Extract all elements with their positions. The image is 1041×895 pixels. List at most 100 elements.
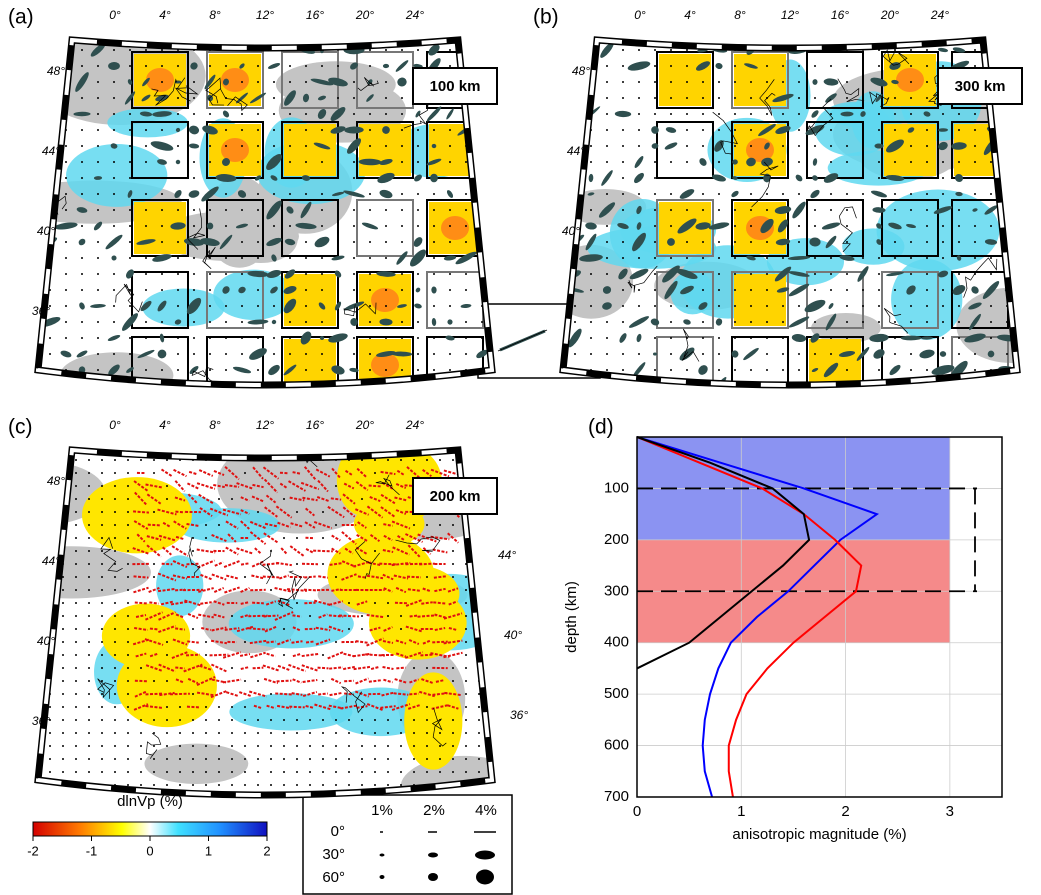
anisotropy-dot	[97, 369, 99, 371]
anisotropy-dot	[1006, 113, 1008, 115]
anisotropy-dot	[878, 129, 880, 131]
anisotropy-dot	[225, 129, 227, 131]
anisotropy-dot	[449, 369, 451, 371]
anisotropy-dot	[830, 289, 832, 291]
anisotropy-dot	[179, 758, 181, 760]
anisotropy-dot	[385, 289, 387, 291]
anisotropy-dot	[400, 615, 402, 617]
anisotropy-dot	[622, 305, 624, 307]
anisotropy-dot	[590, 273, 592, 275]
anisotropy-dot	[400, 732, 402, 734]
anisotropy-dot	[335, 719, 337, 721]
y-tick-label: 400	[604, 634, 629, 651]
x-tick-label: 2	[841, 803, 849, 820]
anisotropy-dot	[309, 784, 311, 786]
anisotropy-dot	[177, 369, 179, 371]
anisotropy-dot	[97, 97, 99, 99]
anisotropy-dot	[990, 257, 992, 259]
anisotropy-dot	[670, 225, 672, 227]
anisotropy-dot	[205, 537, 207, 539]
anisotropy-dot	[193, 161, 195, 163]
anisotropy-dot	[305, 289, 307, 291]
anisotropy-dot	[361, 628, 363, 630]
anisotropy-dot	[209, 161, 211, 163]
anisotropy-dot	[49, 537, 51, 539]
anisotropy-dot	[465, 771, 467, 773]
anisotropy-dot	[193, 289, 195, 291]
anisotropy-dot	[321, 369, 323, 371]
anisotropy-dot	[910, 321, 912, 323]
anisotropy-dot	[734, 113, 736, 115]
lat-label: 44°	[42, 144, 60, 158]
anisotropy-dot	[49, 771, 51, 773]
anisotropy-dot	[374, 472, 376, 474]
anisotropy-dot	[88, 459, 90, 461]
anisotropy-dot	[590, 353, 592, 355]
anisotropy-dot	[309, 615, 311, 617]
anisotropy-dot	[670, 385, 672, 387]
anisotropy-dot	[129, 225, 131, 227]
anisotropy-dot	[718, 129, 720, 131]
anisotropy-dot	[273, 193, 275, 195]
anisotropy-dot	[574, 49, 576, 51]
anisotropy-dot	[590, 209, 592, 211]
anisotropy-dot	[145, 193, 147, 195]
anisotropy-dot	[374, 758, 376, 760]
anisotropy-dot	[75, 615, 77, 617]
anisotropy-dot	[686, 369, 688, 371]
anisotropy-dot	[465, 589, 467, 591]
anisotropy-dot	[654, 65, 656, 67]
anisotropy-dot	[638, 81, 640, 83]
anisotropy-dot	[241, 337, 243, 339]
anisotropy-dot	[241, 321, 243, 323]
anisotropy-dot	[49, 193, 51, 195]
anisotropy-dot	[374, 745, 376, 747]
anisotropy-dot	[127, 563, 129, 565]
anisotropy-dot	[177, 305, 179, 307]
anisotropy-dot	[62, 602, 64, 604]
anisotropy-dot	[101, 576, 103, 578]
anisotropy-dot	[606, 369, 608, 371]
anisotropy-ellipse	[568, 92, 582, 105]
anisotropy-dot	[926, 289, 928, 291]
lat-label: 44°	[567, 144, 585, 158]
anisotropy-dot	[974, 49, 976, 51]
anisotropy-dot	[702, 353, 704, 355]
anisotropy-dot	[481, 321, 483, 323]
anisotropy-ellipse	[462, 383, 470, 390]
anisotropy-dot	[101, 628, 103, 630]
anisotropy-dot	[114, 602, 116, 604]
anisotropy-dot	[766, 193, 768, 195]
anisotropy-dot	[426, 758, 428, 760]
anisotropy-dot	[161, 65, 163, 67]
anisotropy-dot	[192, 758, 194, 760]
anisotropy-dot	[417, 273, 419, 275]
anisotropy-dot	[205, 719, 207, 721]
anisotropy-dot	[654, 305, 656, 307]
anisotropy-dot	[766, 305, 768, 307]
anisotropy-dot	[353, 353, 355, 355]
anisotropy-dot	[413, 771, 415, 773]
anisotropy-dot	[209, 337, 211, 339]
anisotropy-dot	[296, 784, 298, 786]
anisotropy-dot	[830, 65, 832, 67]
anisotropy-dot	[114, 498, 116, 500]
anisotropy-dot	[49, 615, 51, 617]
anisotropy-dot	[990, 177, 992, 179]
anisotropy-dot	[782, 113, 784, 115]
anisotropy-dot	[241, 273, 243, 275]
anisotropy-dot	[369, 129, 371, 131]
anisotropy-stick	[187, 707, 199, 708]
legend-symbol	[428, 873, 438, 881]
anisotropy-dot	[177, 97, 179, 99]
anisotropy-dot	[846, 337, 848, 339]
anisotropy-ellipse	[46, 46, 54, 53]
anisotropy-dot	[127, 537, 129, 539]
anisotropy-dot	[862, 65, 864, 67]
anisotropy-dot	[400, 771, 402, 773]
anisotropy-dot	[878, 161, 880, 163]
anisotropy-dot	[218, 498, 220, 500]
anisotropy-dot	[718, 273, 720, 275]
anisotropy-dot	[65, 337, 67, 339]
anisotropy-dot	[113, 385, 115, 387]
